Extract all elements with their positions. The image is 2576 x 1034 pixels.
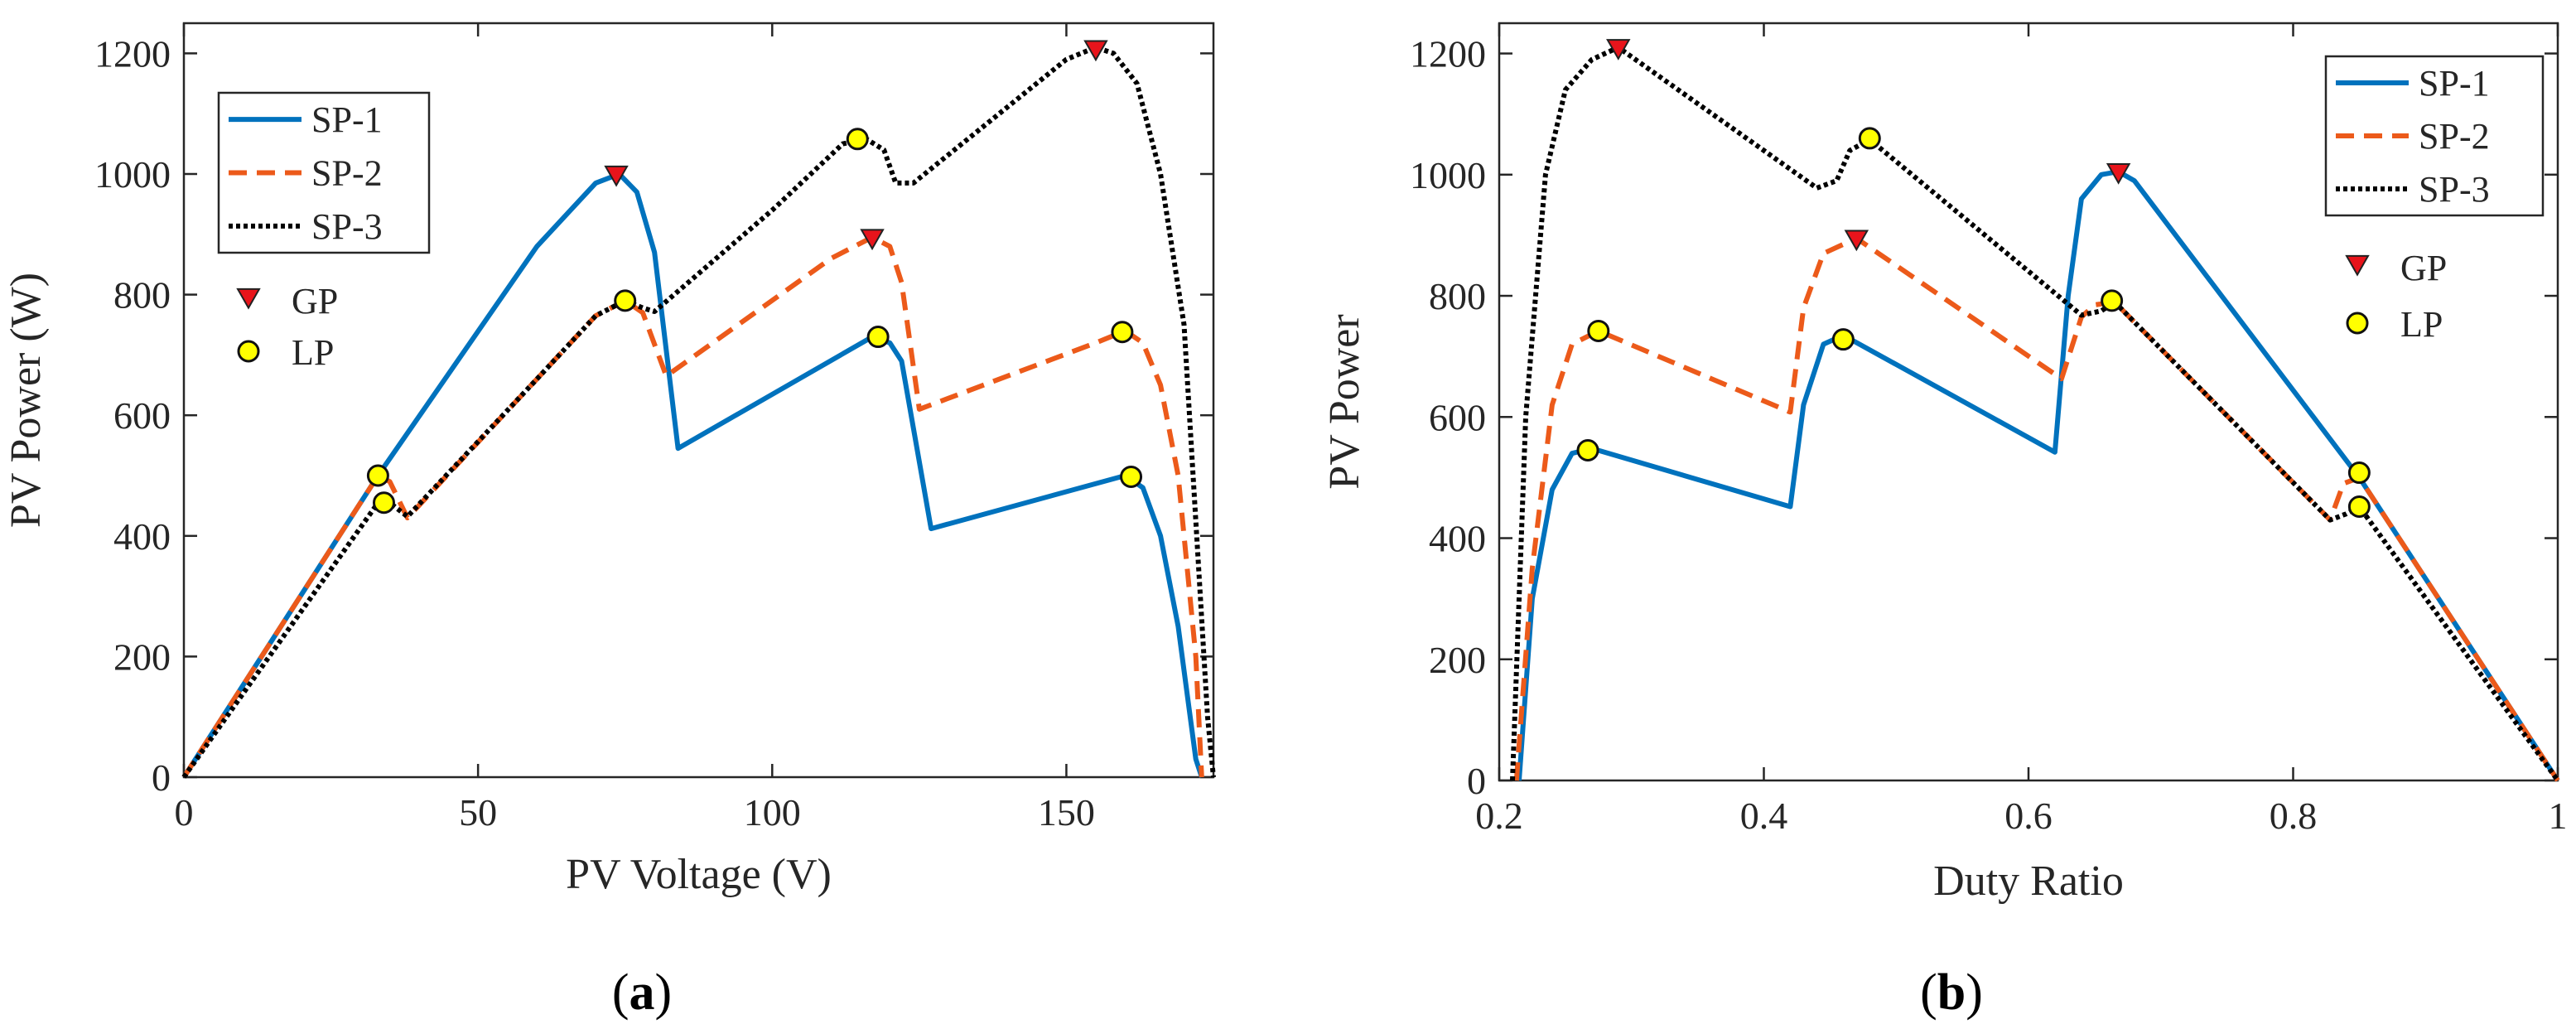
x-tick-label: 0.4 [1740, 795, 1788, 837]
legend-label-lp: LP [2400, 304, 2443, 345]
lp-marker [372, 491, 395, 515]
y-tick-label: 200 [1429, 639, 1486, 681]
legend-label-sp-1: SP-1 [311, 99, 383, 140]
x-tick-label: 0.2 [1475, 795, 1523, 837]
x-tick-label: 50 [459, 791, 497, 833]
y-axis-label: PV Power (W) [2, 273, 50, 528]
lp-marker [614, 289, 637, 312]
lp-marker [2101, 289, 2124, 312]
gp-marker [2106, 163, 2131, 185]
y-tick-label: 400 [113, 515, 171, 558]
gp-marker [1844, 230, 1869, 252]
y-tick-label: 1200 [94, 32, 171, 75]
y-tick-label: 0 [152, 756, 171, 799]
gp-marker [604, 165, 629, 187]
x-axis-label: PV Voltage (V) [566, 851, 832, 898]
legend-lp-icon [2346, 312, 2369, 335]
lp-marker [1120, 465, 1143, 488]
x-tick-label: 0.6 [2004, 795, 2053, 837]
legend-label-lp: LP [292, 332, 334, 373]
lp-marker [2347, 495, 2371, 518]
y-tick-label: 0 [1467, 760, 1486, 802]
y-tick-label: 1000 [94, 153, 171, 196]
legend-label-gp: GP [292, 281, 338, 321]
x-tick-label: 0.8 [2270, 795, 2318, 837]
y-tick-label: 1000 [1410, 154, 1486, 196]
legend-label-gp: GP [2400, 248, 2447, 288]
lp-marker [1831, 328, 1855, 351]
legend-label-sp-3: SP-3 [2419, 169, 2490, 210]
y-axis-label: PV Power [1321, 314, 1368, 489]
legend-gp-icon [236, 287, 261, 310]
lp-marker [366, 464, 389, 487]
x-tick-label: 150 [1038, 791, 1095, 833]
lp-marker [866, 326, 890, 349]
lp-marker [1858, 127, 1881, 150]
legend-label-sp-2: SP-2 [311, 153, 383, 194]
caption-a: (a) [612, 964, 672, 1021]
x-tick-label: 0 [175, 791, 194, 833]
y-tick-label: 400 [1429, 518, 1486, 560]
x-axis-label: Duty Ratio [1933, 858, 2124, 905]
lp-marker [1576, 438, 1599, 461]
y-tick-label: 200 [113, 635, 171, 678]
gp-marker [860, 229, 885, 251]
legend-label-sp-3: SP-3 [311, 206, 383, 247]
lp-marker [2347, 461, 2371, 485]
series-line-sp-1 [181, 172, 1204, 779]
y-tick-label: 1200 [1410, 33, 1486, 75]
legend-label-sp-2: SP-2 [2419, 116, 2490, 157]
gp-marker [1083, 40, 1108, 62]
y-tick-label: 600 [113, 394, 171, 437]
axes-box [182, 22, 1215, 779]
lp-marker [1587, 319, 1610, 342]
gp-marker [1606, 39, 1631, 60]
y-tick-label: 600 [1429, 396, 1486, 438]
lp-marker [1111, 321, 1134, 344]
caption-b: (b) [1920, 964, 1983, 1021]
legend-gp-icon [2345, 254, 2370, 277]
legend-label-sp-1: SP-1 [2419, 63, 2490, 104]
x-tick-label: 1 [2549, 795, 2568, 837]
y-tick-label: 800 [1429, 275, 1486, 317]
y-tick-label: 800 [113, 274, 171, 316]
lp-marker [846, 128, 869, 151]
chart-panel-b: 0.2 0.4 0.6 0.8 1 0 200 400 600 800 1000 1200 Duty R… [1321, 22, 2568, 905]
x-tick-label: 100 [744, 791, 801, 833]
chart-panel-a: 0 50 100 150 0 200 400 600 800 1000 1200 PV Voltage… [2, 22, 1216, 898]
series-line-sp-3 [1510, 45, 2560, 782]
legend-lp-icon [237, 340, 260, 363]
